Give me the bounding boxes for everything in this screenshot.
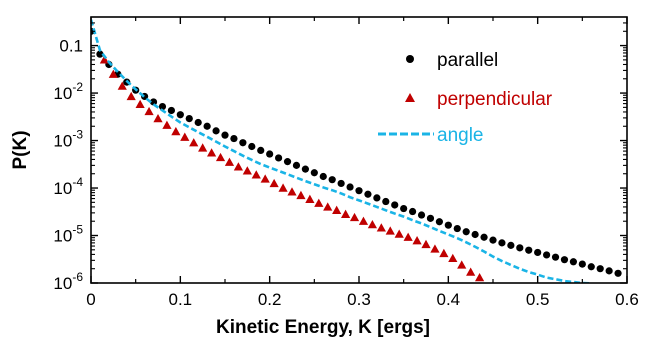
x-tick-label: 0.3 <box>347 290 371 309</box>
y-tick-base: 10 <box>53 179 72 198</box>
series-point-parallel <box>525 247 532 254</box>
series-point-parallel <box>427 215 434 222</box>
series-point-parallel <box>409 208 416 215</box>
series-point-parallel <box>588 263 595 270</box>
series-point-parallel <box>275 154 282 161</box>
series-point-parallel <box>221 132 228 139</box>
x-tick-label: 0.6 <box>615 290 639 309</box>
series-point-parallel <box>338 180 345 187</box>
series-point-parallel <box>329 176 336 183</box>
y-tick-label: 10-4 <box>53 175 83 198</box>
series-point-parallel <box>355 187 362 194</box>
series-point-parallel <box>507 242 514 249</box>
x-tick-label: 0.2 <box>258 290 282 309</box>
series-point-parallel <box>186 115 193 122</box>
y-tick-base: 10 <box>53 84 72 103</box>
y-tick-exponent: -6 <box>72 270 83 284</box>
series-point-parallel <box>373 194 380 201</box>
series-point-parallel <box>552 254 559 261</box>
series-point-parallel <box>489 237 496 244</box>
y-tick-exponent: -2 <box>72 80 83 94</box>
series-point-parallel <box>561 256 568 263</box>
series-point-parallel <box>364 191 371 198</box>
x-tick-label: 0.4 <box>437 290 461 309</box>
series-point-parallel <box>472 231 479 238</box>
plot-background <box>91 17 627 283</box>
series-point-parallel <box>463 228 470 235</box>
series-point-parallel <box>391 201 398 208</box>
series-point-parallel <box>400 205 407 212</box>
series-point-parallel <box>516 244 523 251</box>
y-tick-label: 10-5 <box>53 223 83 246</box>
series-point-parallel <box>239 139 246 146</box>
x-axis-title: Kinetic Energy, K [ergs] <box>216 317 430 337</box>
y-tick-label: 10-3 <box>53 128 83 151</box>
y-tick-base: 10 <box>53 227 72 246</box>
series-point-parallel <box>543 251 550 258</box>
series-point-parallel <box>454 225 461 232</box>
y-tick-label: 10-6 <box>53 270 83 293</box>
series-point-parallel <box>302 166 309 173</box>
series-point-parallel <box>266 150 273 157</box>
series-point-parallel <box>498 239 505 246</box>
series-point-parallel <box>445 222 452 229</box>
legend-marker-parallel <box>406 55 414 63</box>
series-point-parallel <box>284 158 291 165</box>
series-point-parallel <box>320 173 327 180</box>
y-tick-label: 0.1 <box>59 37 83 56</box>
series-point-parallel <box>168 107 175 114</box>
series-point-parallel <box>230 135 237 142</box>
series-point-parallel <box>606 267 613 274</box>
y-tick-label: 10-2 <box>53 80 83 103</box>
y-tick-exponent: -3 <box>72 128 83 142</box>
series-point-parallel <box>418 211 425 218</box>
x-tick-label: 0.1 <box>169 290 193 309</box>
y-tick-base: 10 <box>53 132 72 151</box>
series-point-parallel <box>382 198 389 205</box>
series-point-parallel <box>195 119 202 126</box>
series-point-parallel <box>614 270 621 277</box>
series-point-parallel <box>204 123 211 130</box>
x-tick-label: 0.5 <box>526 290 550 309</box>
y-tick-base: 0.1 <box>59 37 83 56</box>
legend-label-parallel: parallel <box>437 50 498 71</box>
series-point-parallel <box>311 169 318 176</box>
series-point-parallel <box>480 234 487 241</box>
y-tick-base: 10 <box>53 274 72 293</box>
series-point-parallel <box>570 258 577 265</box>
y-axis-title: P(K) <box>10 130 31 169</box>
y-tick-exponent: -5 <box>72 223 83 237</box>
series-point-parallel <box>436 218 443 225</box>
legend-label-angle: angle <box>437 125 484 146</box>
x-tick-label: 0 <box>86 290 95 309</box>
y-tick-exponent: -4 <box>72 175 83 189</box>
series-point-parallel <box>597 265 604 272</box>
series-point-parallel <box>212 127 219 134</box>
series-point-parallel <box>579 261 586 268</box>
series-point-parallel <box>534 249 541 256</box>
series-point-parallel <box>346 183 353 190</box>
series-point-parallel <box>257 147 264 154</box>
legend-label-perpendicular: perpendicular <box>437 89 553 110</box>
series-point-parallel <box>293 162 300 169</box>
series-point-parallel <box>177 111 184 118</box>
series-point-parallel <box>248 143 255 150</box>
